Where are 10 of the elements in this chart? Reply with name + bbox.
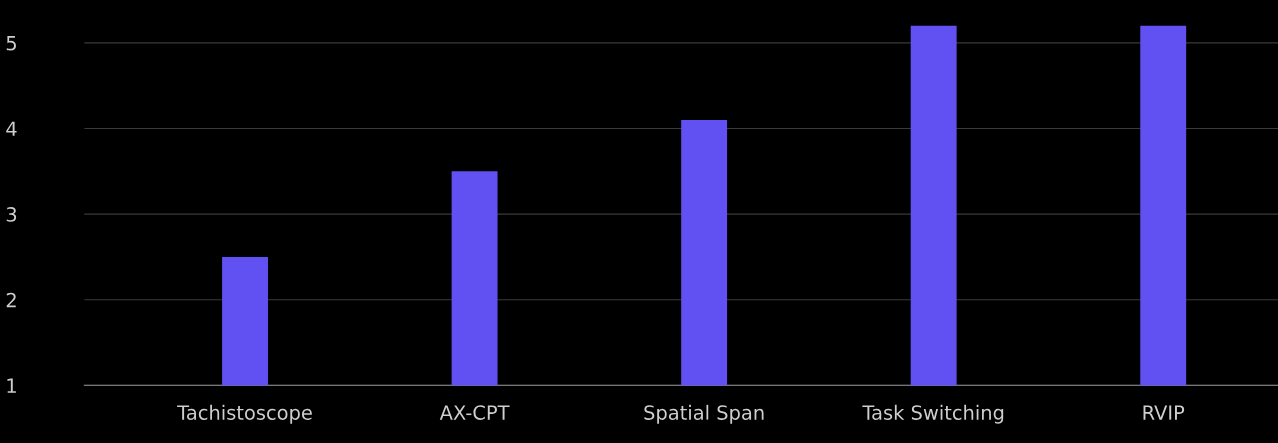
x-tick-label: Task Switching xyxy=(862,404,1004,424)
y-tick-label: 3 xyxy=(6,207,17,222)
x-tick-label: Tachistoscope xyxy=(177,404,312,424)
x-tick-label: RVIP xyxy=(1143,405,1185,420)
x-tick-label: Spatial Span xyxy=(644,404,764,424)
y-tick-label: 2 xyxy=(6,292,16,308)
y-tick-label: 1 xyxy=(7,378,16,393)
y-tick-label: 4 xyxy=(6,121,17,136)
x-tick-label: AX-CPT xyxy=(439,405,510,420)
y-tick-label: 5 xyxy=(6,36,16,51)
